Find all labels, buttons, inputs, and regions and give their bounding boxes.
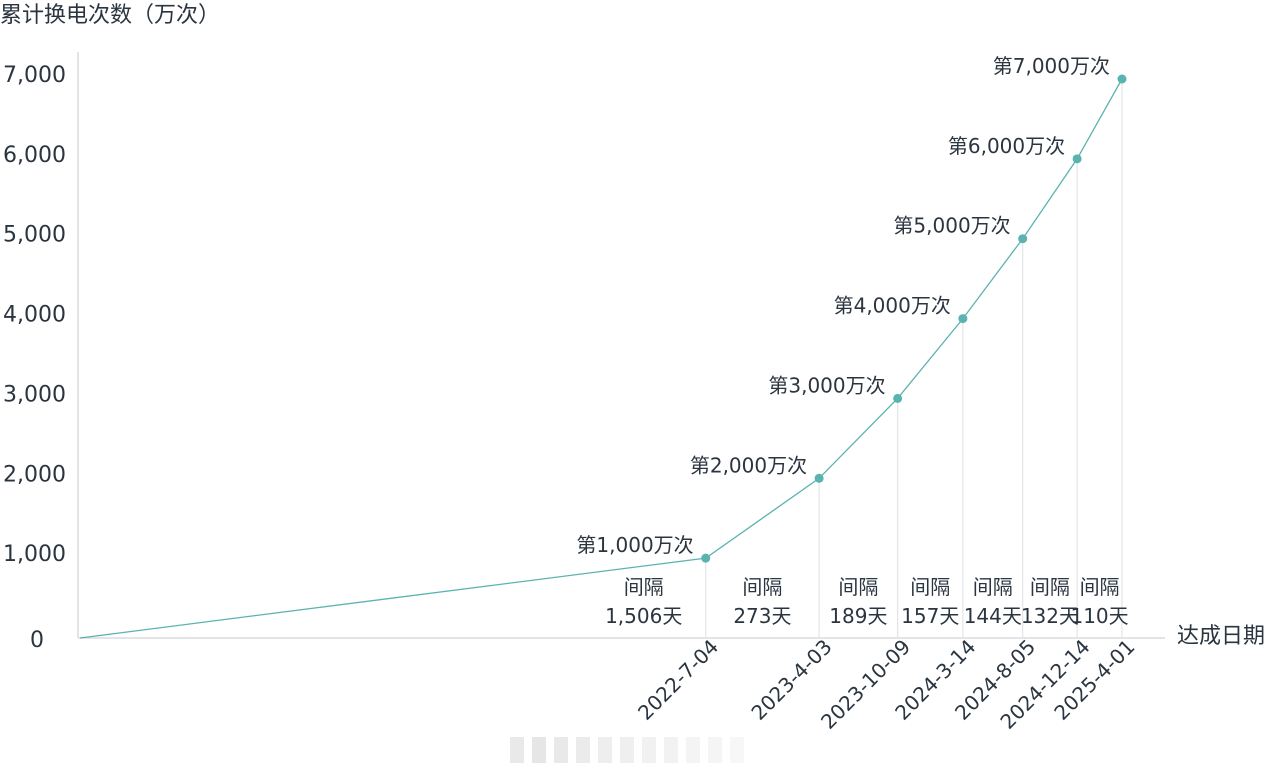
data-label: 第2,000万次 (690, 453, 807, 477)
y-tick-label: 4,000 (3, 303, 66, 328)
interval-days: 273天 (733, 604, 791, 628)
x-tick-label: 2022-7-04 (633, 635, 723, 725)
y-tick-label: 0 (30, 628, 44, 653)
watermark-fade (510, 737, 770, 763)
interval-label: 间隔 (742, 575, 782, 599)
y-tick-labels: 0 1,000 2,000 3,000 4,000 5,000 6,000 7,000 (3, 63, 66, 653)
y-tick-label: 3,000 (3, 382, 66, 407)
series-line (79, 78, 1123, 639)
interval-label: 间隔 (910, 575, 950, 599)
x-axis-title: 达成日期 (1177, 624, 1265, 649)
data-point (701, 553, 711, 563)
y-tick-label: 6,000 (3, 143, 66, 168)
data-point (958, 314, 968, 324)
data-point (893, 393, 903, 403)
data-label: 第7,000万次 (993, 54, 1110, 78)
interval-label: 间隔 (973, 575, 1013, 599)
data-label: 第3,000万次 (768, 373, 885, 397)
y-axis-title: 累计换电次数（万次） (0, 3, 220, 28)
interval-days: 189天 (829, 604, 887, 628)
interval-days: 110天 (1070, 604, 1128, 628)
interval-days: 157天 (901, 604, 959, 628)
data-label: 第4,000万次 (834, 294, 951, 318)
interval-days: 132天 (1021, 604, 1079, 628)
interval-labels: 间隔1,506天间隔273天间隔189天间隔157天间隔144天间隔132天间隔… (605, 575, 1129, 628)
data-label: 第6,000万次 (948, 134, 1065, 158)
data-point (1117, 74, 1127, 84)
y-tick-label: 2,000 (3, 462, 66, 487)
data-point (1018, 234, 1028, 244)
interval-label: 间隔 (624, 575, 664, 599)
interval-label: 间隔 (1080, 575, 1120, 599)
y-tick-label: 5,000 (3, 223, 66, 248)
x-tick-labels: 2022-7-04 2023-4-032023-10-092024-3-14202… (633, 635, 1139, 734)
milestone-labels: 第1,000万次 第2,000万次 第3,000万次 第4,000万次 第5,000万次… (576, 54, 1110, 557)
milestone-points (701, 74, 1127, 563)
milestone-drop-lines (705, 79, 1123, 638)
interval-label: 间隔 (1030, 575, 1070, 599)
data-label: 第5,000万次 (893, 214, 1010, 238)
y-tick-label: 1,000 (3, 542, 66, 567)
interval-days: 1,506天 (605, 604, 682, 628)
y-tick-label: 7,000 (3, 63, 66, 88)
interval-days: 144天 (964, 604, 1022, 628)
interval-label: 间隔 (838, 575, 878, 599)
data-point (1072, 154, 1082, 164)
series-path (79, 78, 1123, 639)
data-label: 第1,000万次 (576, 533, 693, 557)
data-point (814, 473, 824, 483)
